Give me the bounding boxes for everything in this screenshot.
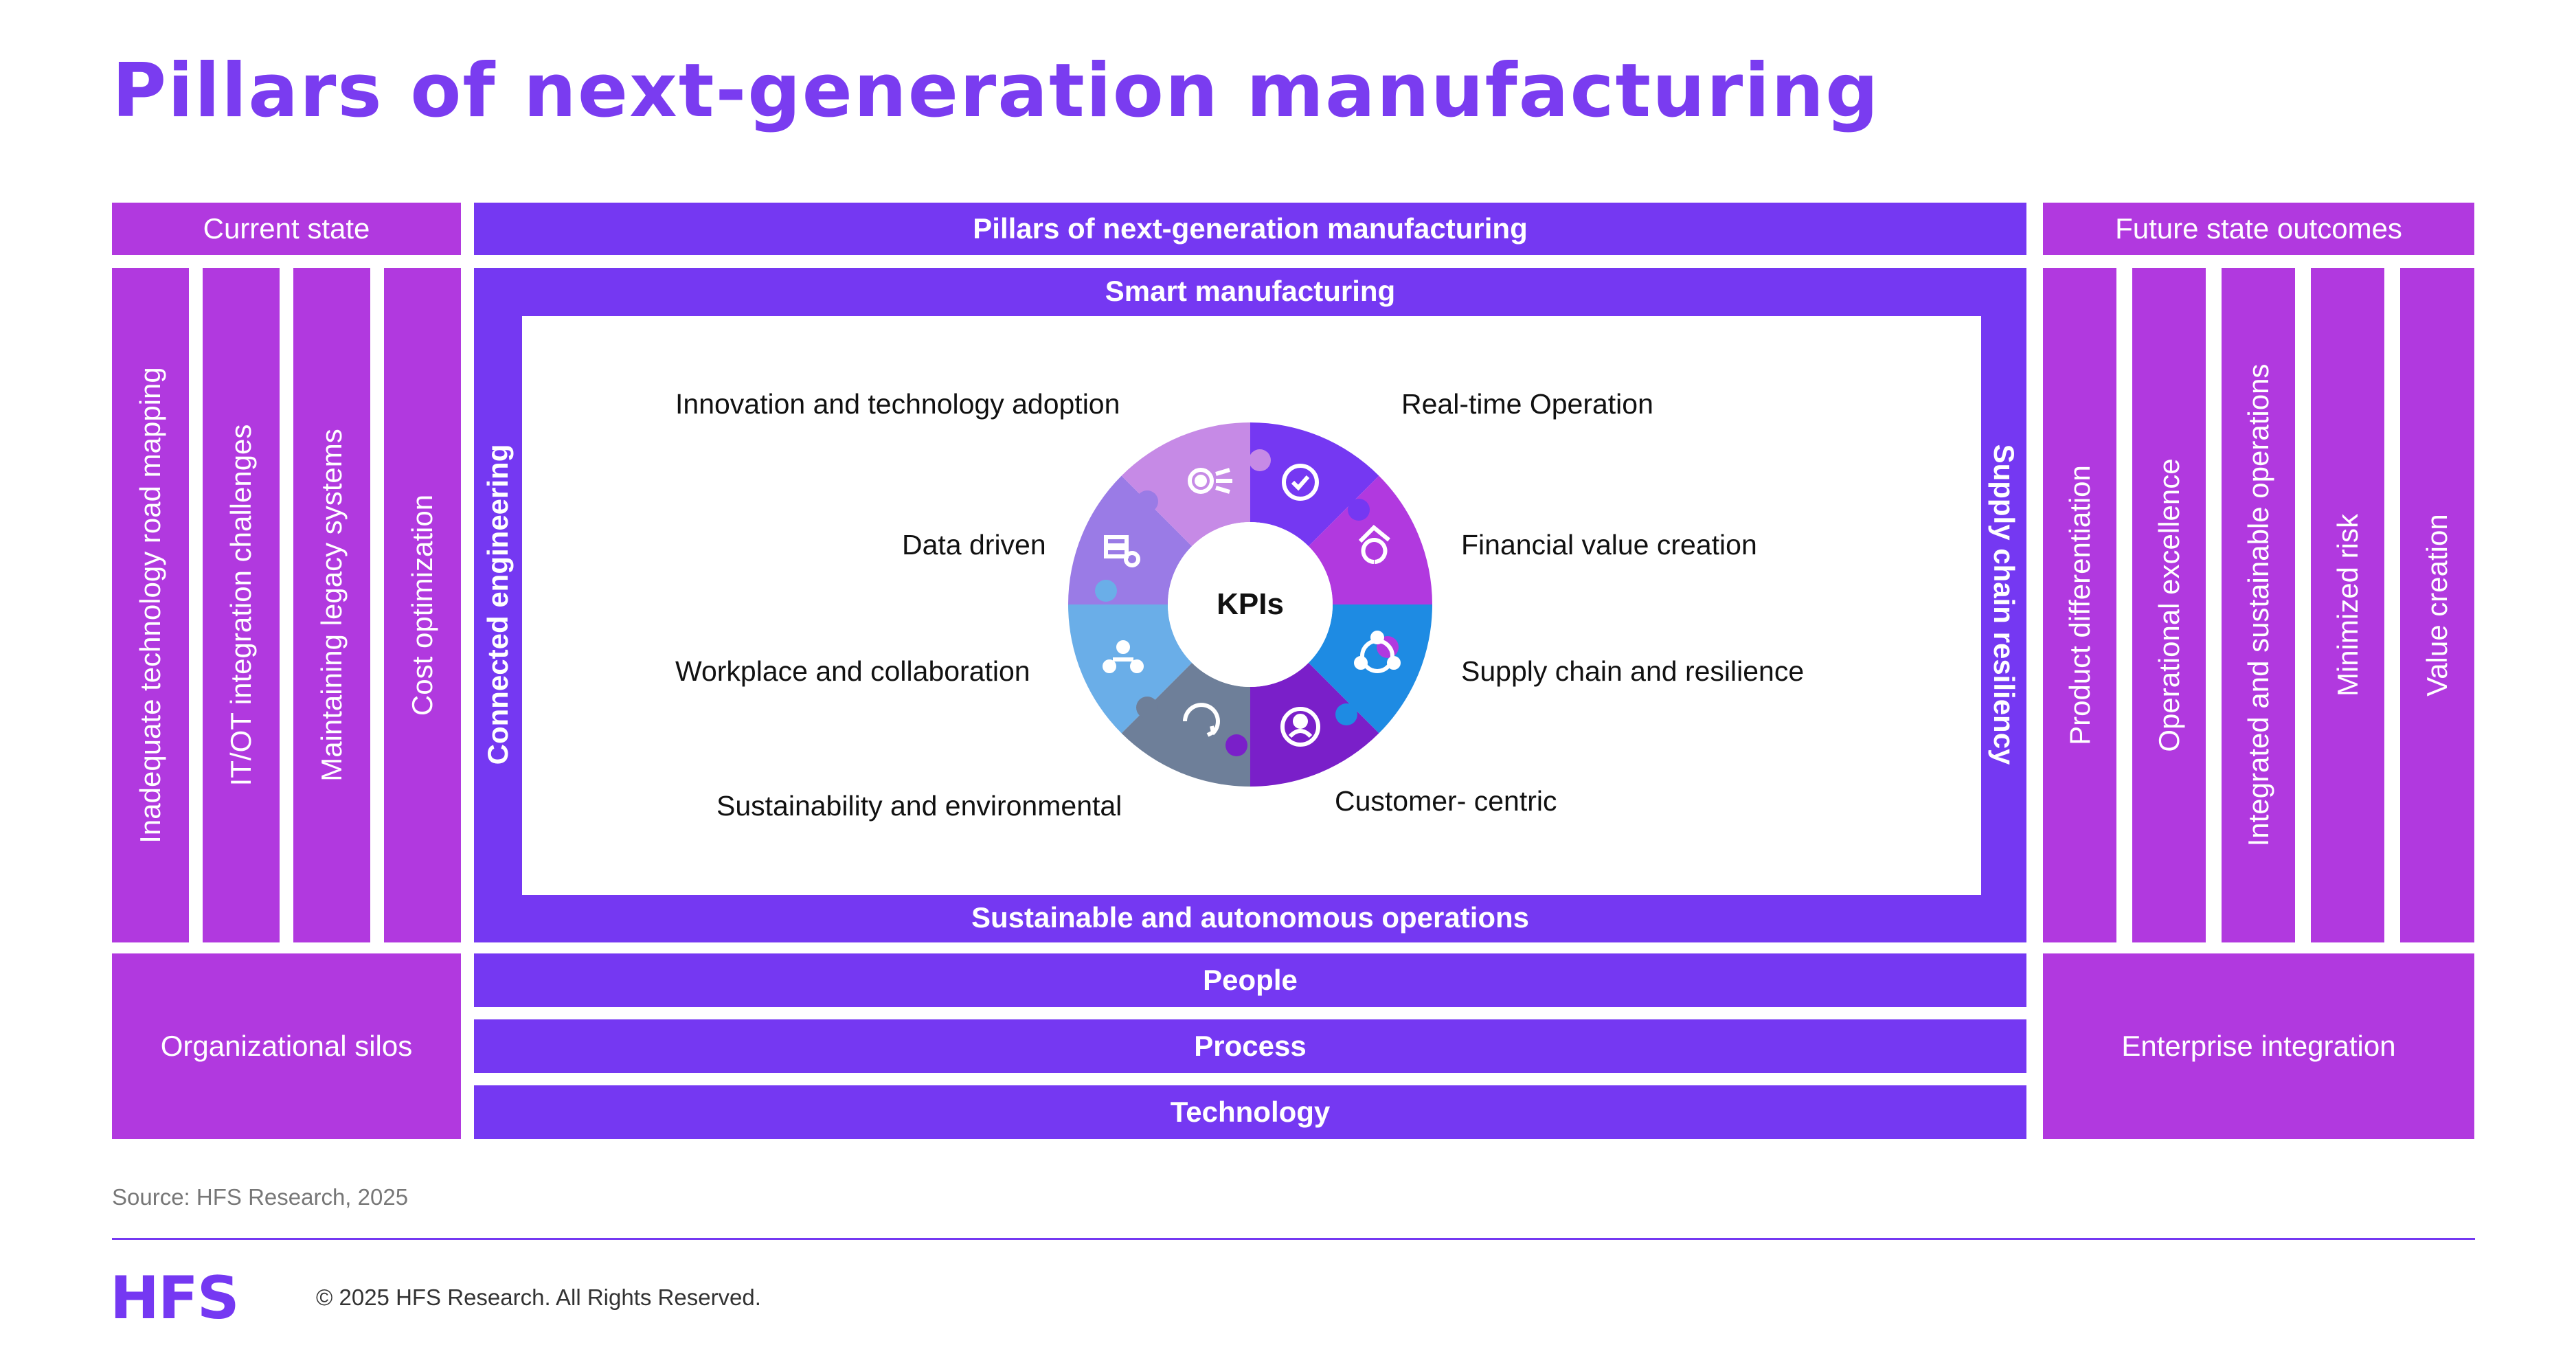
- future-state-item: Minimized risk: [2331, 513, 2364, 697]
- label-supply: Supply chain and resilience: [1461, 655, 1805, 687]
- foundation-people: People: [474, 953, 2026, 1007]
- hfs-logo: HFS: [110, 1264, 240, 1333]
- user-icon: [1280, 707, 1320, 747]
- team-icon: [1103, 640, 1144, 673]
- future-state-column: Minimized risk: [2311, 268, 2384, 942]
- frame-right-band: Supply chain resiliency: [1981, 316, 2026, 893]
- label-data: Data driven: [902, 529, 1046, 561]
- label-workplace: Workplace and collaboration: [675, 655, 1030, 687]
- wheel-center-label: KPIs: [1217, 587, 1284, 621]
- current-state-item: Cost optimization: [406, 494, 438, 716]
- future-state-item: Operational excellence: [2152, 458, 2185, 752]
- footer-divider: [112, 1238, 2475, 1240]
- wheel-segment-innovation: [1121, 422, 1250, 547]
- current-state-header: Current state: [112, 203, 461, 255]
- frame-bottom-label: Sustainable and autonomous operations: [971, 901, 1530, 934]
- page-title: Pillars of next-generation manufacturing: [112, 48, 1880, 134]
- organizational-silos-box: Organizational silos: [112, 953, 461, 1139]
- foundation-technology: Technology: [474, 1085, 2026, 1139]
- frame-top-label: Smart manufacturing: [1105, 275, 1396, 307]
- frame-left-label: Connected engineering: [482, 444, 514, 765]
- current-state-item: Maintaining legacy systems: [315, 429, 348, 782]
- foundation-process: Process: [474, 1019, 2026, 1073]
- kpi-wheel: KPIs: [1068, 422, 1432, 787]
- frame-left-band: Connected engineering: [474, 316, 522, 893]
- future-state-item: Product differentiation: [2063, 465, 2096, 745]
- future-state-item: Integrated and sustainable operations: [2241, 363, 2274, 847]
- label-innovation: Innovation and technology adoption: [675, 388, 1120, 420]
- label-realtime: Real-time Operation: [1401, 388, 1653, 420]
- robot-arm-icon: [1358, 524, 1390, 564]
- future-state-header: Future state outcomes: [2043, 203, 2474, 255]
- copyright-text: © 2025 HFS Research. All Rights Reserved…: [316, 1285, 761, 1310]
- wheel-segment-sustainability: [1121, 662, 1250, 787]
- wheel-segment-realtime: [1250, 422, 1379, 547]
- wheel-segment-workplace: [1068, 604, 1193, 734]
- pillars-header: Pillars of next-generation manufacturing: [474, 203, 2026, 255]
- network-icon: [1354, 631, 1401, 673]
- gear-chip-icon: [1188, 468, 1232, 494]
- future-state-column: Value creation: [2400, 268, 2474, 942]
- current-state-item: Inadequate technology road mapping: [134, 367, 166, 844]
- label-financial: Financial value creation: [1461, 529, 1757, 561]
- current-state-column: IT/OT integration challenges: [203, 268, 280, 942]
- current-state-column: Cost optimization: [384, 268, 461, 942]
- source-note: Source: HFS Research, 2025: [112, 1184, 409, 1210]
- wheel-segment-customer: [1250, 662, 1379, 787]
- server-gear-icon: [1104, 535, 1140, 567]
- future-state-column: Operational excellence: [2132, 268, 2206, 942]
- frame-right-label: Supply chain resiliency: [1988, 444, 2020, 765]
- recycle-icon: [1183, 703, 1220, 737]
- current-state-column: Inadequate technology road mapping: [112, 268, 189, 942]
- gauge-icon: [1282, 464, 1319, 501]
- label-customer: Customer- centric: [1335, 785, 1557, 817]
- future-state-column: Product differentiation: [2043, 268, 2116, 942]
- wheel-segment-data: [1068, 475, 1193, 604]
- current-state-item: IT/OT integration challenges: [225, 424, 257, 787]
- current-state-column: Maintaining legacy systems: [293, 268, 370, 942]
- future-state-item: Value creation: [2421, 514, 2453, 697]
- label-sustainability: Sustainability and environmental: [716, 790, 1122, 822]
- enterprise-integration-box: Enterprise integration: [2043, 953, 2474, 1139]
- future-state-column: Integrated and sustainable operations: [2222, 268, 2295, 942]
